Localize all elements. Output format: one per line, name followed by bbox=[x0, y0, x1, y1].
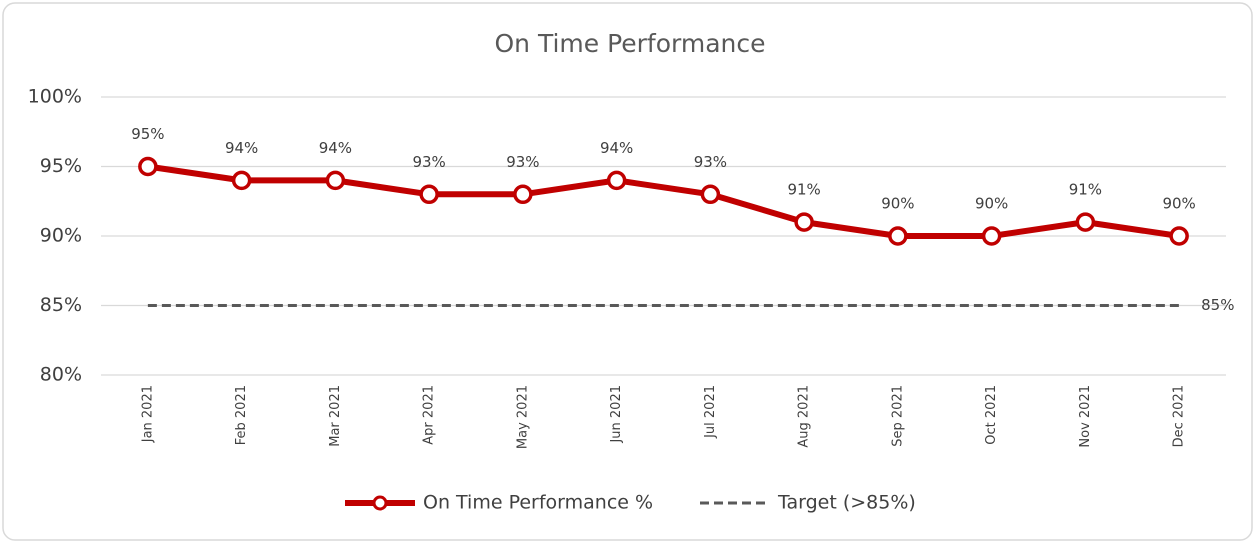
x-tick-label: Jan 2021 bbox=[140, 385, 155, 443]
x-tick-label: Jul 2021 bbox=[703, 385, 718, 439]
y-tick-label: 80% bbox=[40, 364, 82, 386]
data-label: 91% bbox=[1069, 181, 1102, 199]
data-label: 93% bbox=[412, 153, 445, 171]
point-marker bbox=[419, 184, 439, 205]
data-label: 93% bbox=[506, 153, 539, 171]
point-marker bbox=[1075, 212, 1096, 232]
data-label: 93% bbox=[694, 153, 727, 171]
legend-label: Target (>85%) bbox=[777, 492, 916, 514]
legend-label: On Time Performance % bbox=[423, 492, 653, 514]
point-marker bbox=[700, 184, 721, 205]
x-tick-label: Aug 2021 bbox=[797, 385, 812, 448]
chart-title: On Time Performance bbox=[494, 29, 765, 58]
point-marker bbox=[606, 170, 627, 191]
y-tick-label: 95% bbox=[40, 155, 82, 177]
x-tick-label: Sep 2021 bbox=[890, 385, 905, 447]
x-tick-label: Jun 2021 bbox=[609, 385, 624, 444]
x-tick-label: Mar 2021 bbox=[328, 385, 343, 447]
data-label: 94% bbox=[319, 139, 352, 157]
data-label: 95% bbox=[131, 125, 164, 143]
data-label: 90% bbox=[1162, 195, 1195, 213]
data-label: 94% bbox=[225, 139, 258, 157]
legend-marker bbox=[372, 495, 388, 511]
point-marker bbox=[513, 184, 533, 205]
point-marker bbox=[981, 226, 1002, 246]
x-tick-label: Dec 2021 bbox=[1172, 385, 1187, 447]
point-marker bbox=[794, 212, 814, 232]
x-tick-label: May 2021 bbox=[515, 385, 530, 449]
x-tick-label: Apr 2021 bbox=[422, 385, 437, 445]
data-label: 94% bbox=[600, 139, 633, 157]
y-tick-label: 90% bbox=[40, 225, 82, 247]
data-label: 90% bbox=[881, 195, 914, 213]
data-label: 90% bbox=[975, 195, 1008, 213]
series-line bbox=[147, 163, 1180, 239]
point-marker bbox=[138, 156, 158, 177]
x-tick-label: Feb 2021 bbox=[234, 385, 249, 445]
data-label: 91% bbox=[787, 181, 820, 199]
data-label: 85% bbox=[1201, 296, 1234, 314]
y-tick-label: 85% bbox=[40, 294, 82, 316]
x-tick-label: Nov 2021 bbox=[1078, 385, 1093, 448]
point-marker bbox=[888, 226, 908, 246]
point-marker bbox=[1169, 226, 1189, 246]
point-marker bbox=[325, 170, 346, 191]
x-tick-label: Oct 2021 bbox=[984, 385, 999, 445]
point-marker bbox=[231, 170, 252, 191]
y-tick-label: 100% bbox=[28, 86, 82, 108]
